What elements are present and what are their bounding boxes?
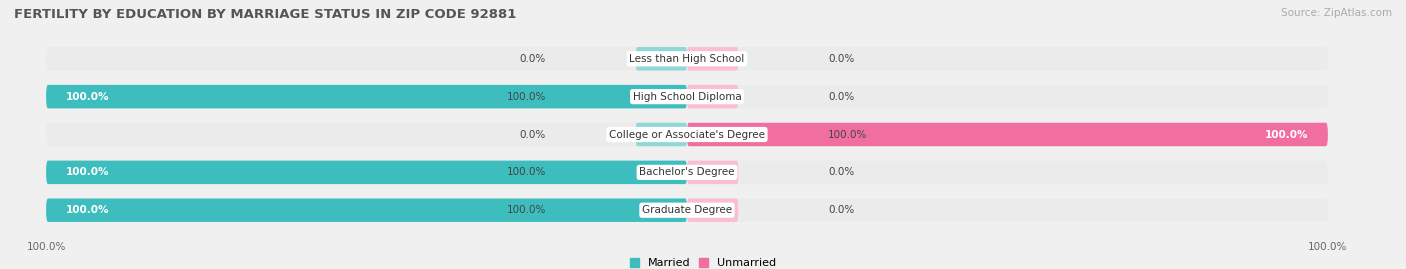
Text: 0.0%: 0.0%	[828, 54, 855, 64]
FancyBboxPatch shape	[46, 47, 1327, 70]
FancyBboxPatch shape	[688, 123, 1327, 146]
Text: 0.0%: 0.0%	[828, 167, 855, 177]
Legend: Married, Unmarried: Married, Unmarried	[630, 257, 776, 268]
Text: 100.0%: 100.0%	[506, 92, 546, 102]
FancyBboxPatch shape	[46, 199, 688, 222]
Text: 100.0%: 100.0%	[828, 129, 868, 140]
Text: FERTILITY BY EDUCATION BY MARRIAGE STATUS IN ZIP CODE 92881: FERTILITY BY EDUCATION BY MARRIAGE STATU…	[14, 8, 516, 21]
Text: Less than High School: Less than High School	[630, 54, 745, 64]
FancyBboxPatch shape	[636, 123, 688, 146]
Text: 100.0%: 100.0%	[1265, 129, 1309, 140]
Text: High School Diploma: High School Diploma	[633, 92, 741, 102]
Text: 100.0%: 100.0%	[1308, 242, 1347, 252]
Text: College or Associate's Degree: College or Associate's Degree	[609, 129, 765, 140]
FancyBboxPatch shape	[636, 47, 688, 70]
FancyBboxPatch shape	[46, 161, 1327, 184]
Text: 100.0%: 100.0%	[65, 167, 108, 177]
Text: 100.0%: 100.0%	[27, 242, 66, 252]
FancyBboxPatch shape	[46, 85, 688, 108]
Text: 0.0%: 0.0%	[828, 205, 855, 215]
FancyBboxPatch shape	[688, 199, 738, 222]
Text: Bachelor's Degree: Bachelor's Degree	[640, 167, 735, 177]
Text: Graduate Degree: Graduate Degree	[643, 205, 733, 215]
FancyBboxPatch shape	[46, 85, 1327, 108]
Text: 100.0%: 100.0%	[65, 205, 108, 215]
Text: 100.0%: 100.0%	[506, 167, 546, 177]
Text: 100.0%: 100.0%	[506, 205, 546, 215]
FancyBboxPatch shape	[46, 199, 1327, 222]
FancyBboxPatch shape	[688, 85, 738, 108]
FancyBboxPatch shape	[46, 161, 688, 184]
Text: 0.0%: 0.0%	[520, 129, 546, 140]
FancyBboxPatch shape	[46, 123, 1327, 146]
FancyBboxPatch shape	[688, 47, 738, 70]
FancyBboxPatch shape	[688, 161, 738, 184]
Text: Source: ZipAtlas.com: Source: ZipAtlas.com	[1281, 8, 1392, 18]
Text: 0.0%: 0.0%	[520, 54, 546, 64]
Text: 100.0%: 100.0%	[65, 92, 108, 102]
Text: 0.0%: 0.0%	[828, 92, 855, 102]
